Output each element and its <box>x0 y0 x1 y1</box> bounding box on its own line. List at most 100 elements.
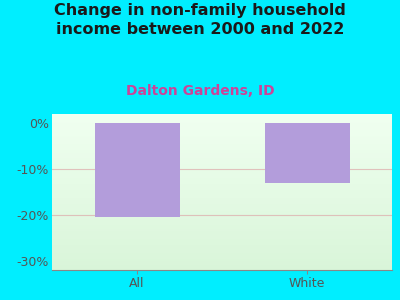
Text: Dalton Gardens, ID: Dalton Gardens, ID <box>126 84 274 98</box>
Bar <box>52 208 400 209</box>
Bar <box>52 247 400 248</box>
Bar <box>52 200 400 201</box>
Bar <box>52 131 400 133</box>
Bar <box>52 144 400 145</box>
Bar <box>52 189 400 190</box>
Bar <box>52 212 400 214</box>
Bar <box>52 209 400 211</box>
Bar <box>52 184 400 186</box>
Bar <box>52 197 400 198</box>
Bar <box>52 142 400 144</box>
Bar <box>52 194 400 195</box>
Bar <box>52 130 400 131</box>
Bar <box>52 254 400 256</box>
Bar <box>52 232 400 234</box>
Bar <box>52 198 400 200</box>
Bar <box>52 262 400 264</box>
Bar <box>52 220 400 222</box>
Bar <box>52 256 400 257</box>
Bar <box>52 134 400 136</box>
Bar <box>52 218 400 220</box>
Bar <box>52 154 400 156</box>
Bar <box>52 187 400 189</box>
Bar <box>52 127 400 128</box>
Bar <box>52 265 400 267</box>
Bar <box>52 137 400 139</box>
Bar <box>52 123 400 125</box>
Bar <box>52 228 400 230</box>
Bar <box>52 234 400 236</box>
Bar <box>52 245 400 247</box>
Bar <box>52 164 400 166</box>
Bar <box>52 225 400 226</box>
Bar <box>94 123 180 217</box>
Bar <box>52 222 400 223</box>
Bar <box>52 158 400 159</box>
Bar <box>52 267 400 268</box>
Bar <box>52 176 400 178</box>
Bar <box>52 147 400 148</box>
Bar <box>52 145 400 147</box>
Bar <box>52 206 400 208</box>
Bar <box>52 128 400 130</box>
Bar <box>52 175 400 176</box>
Text: Change in non-family household
income between 2000 and 2022: Change in non-family household income be… <box>54 3 346 37</box>
Bar <box>52 181 400 183</box>
Bar <box>52 186 400 187</box>
Bar <box>52 153 400 154</box>
Bar <box>52 156 400 158</box>
Bar <box>52 150 400 152</box>
Bar <box>52 214 400 215</box>
Bar <box>52 217 400 218</box>
Bar <box>52 244 400 245</box>
Bar <box>52 170 400 172</box>
Bar <box>52 201 400 203</box>
Bar <box>52 139 400 140</box>
Bar <box>52 226 400 228</box>
Bar <box>52 251 400 253</box>
Bar <box>52 240 400 242</box>
Bar <box>52 159 400 161</box>
Bar <box>52 114 400 116</box>
Bar <box>52 166 400 167</box>
Bar <box>52 195 400 197</box>
Bar <box>52 230 400 231</box>
Bar <box>52 261 400 262</box>
Bar <box>52 205 400 206</box>
Bar <box>52 257 400 259</box>
Bar <box>52 117 400 119</box>
Bar <box>52 223 400 225</box>
Bar <box>52 231 400 232</box>
Bar <box>52 190 400 192</box>
Bar <box>52 173 400 175</box>
Bar <box>52 136 400 137</box>
Bar <box>52 122 400 123</box>
Bar <box>52 152 400 153</box>
Bar <box>52 178 400 179</box>
Bar <box>52 148 400 150</box>
Bar <box>52 203 400 205</box>
Bar <box>52 248 400 250</box>
Bar <box>52 125 400 127</box>
Bar <box>52 167 400 169</box>
Bar <box>52 264 400 265</box>
Bar <box>52 161 400 162</box>
Bar <box>52 250 400 251</box>
Bar <box>52 162 400 164</box>
Bar <box>52 211 400 212</box>
Bar <box>52 169 400 170</box>
Bar <box>52 239 400 240</box>
Bar <box>52 116 400 117</box>
Bar <box>52 179 400 181</box>
Bar <box>52 268 400 270</box>
Bar <box>52 183 400 184</box>
Bar <box>264 123 350 183</box>
Bar <box>52 236 400 237</box>
Bar <box>52 259 400 261</box>
Bar <box>52 242 400 244</box>
Bar <box>52 215 400 217</box>
Bar <box>52 140 400 142</box>
Bar <box>52 119 400 120</box>
Bar <box>52 192 400 194</box>
Bar <box>52 237 400 239</box>
